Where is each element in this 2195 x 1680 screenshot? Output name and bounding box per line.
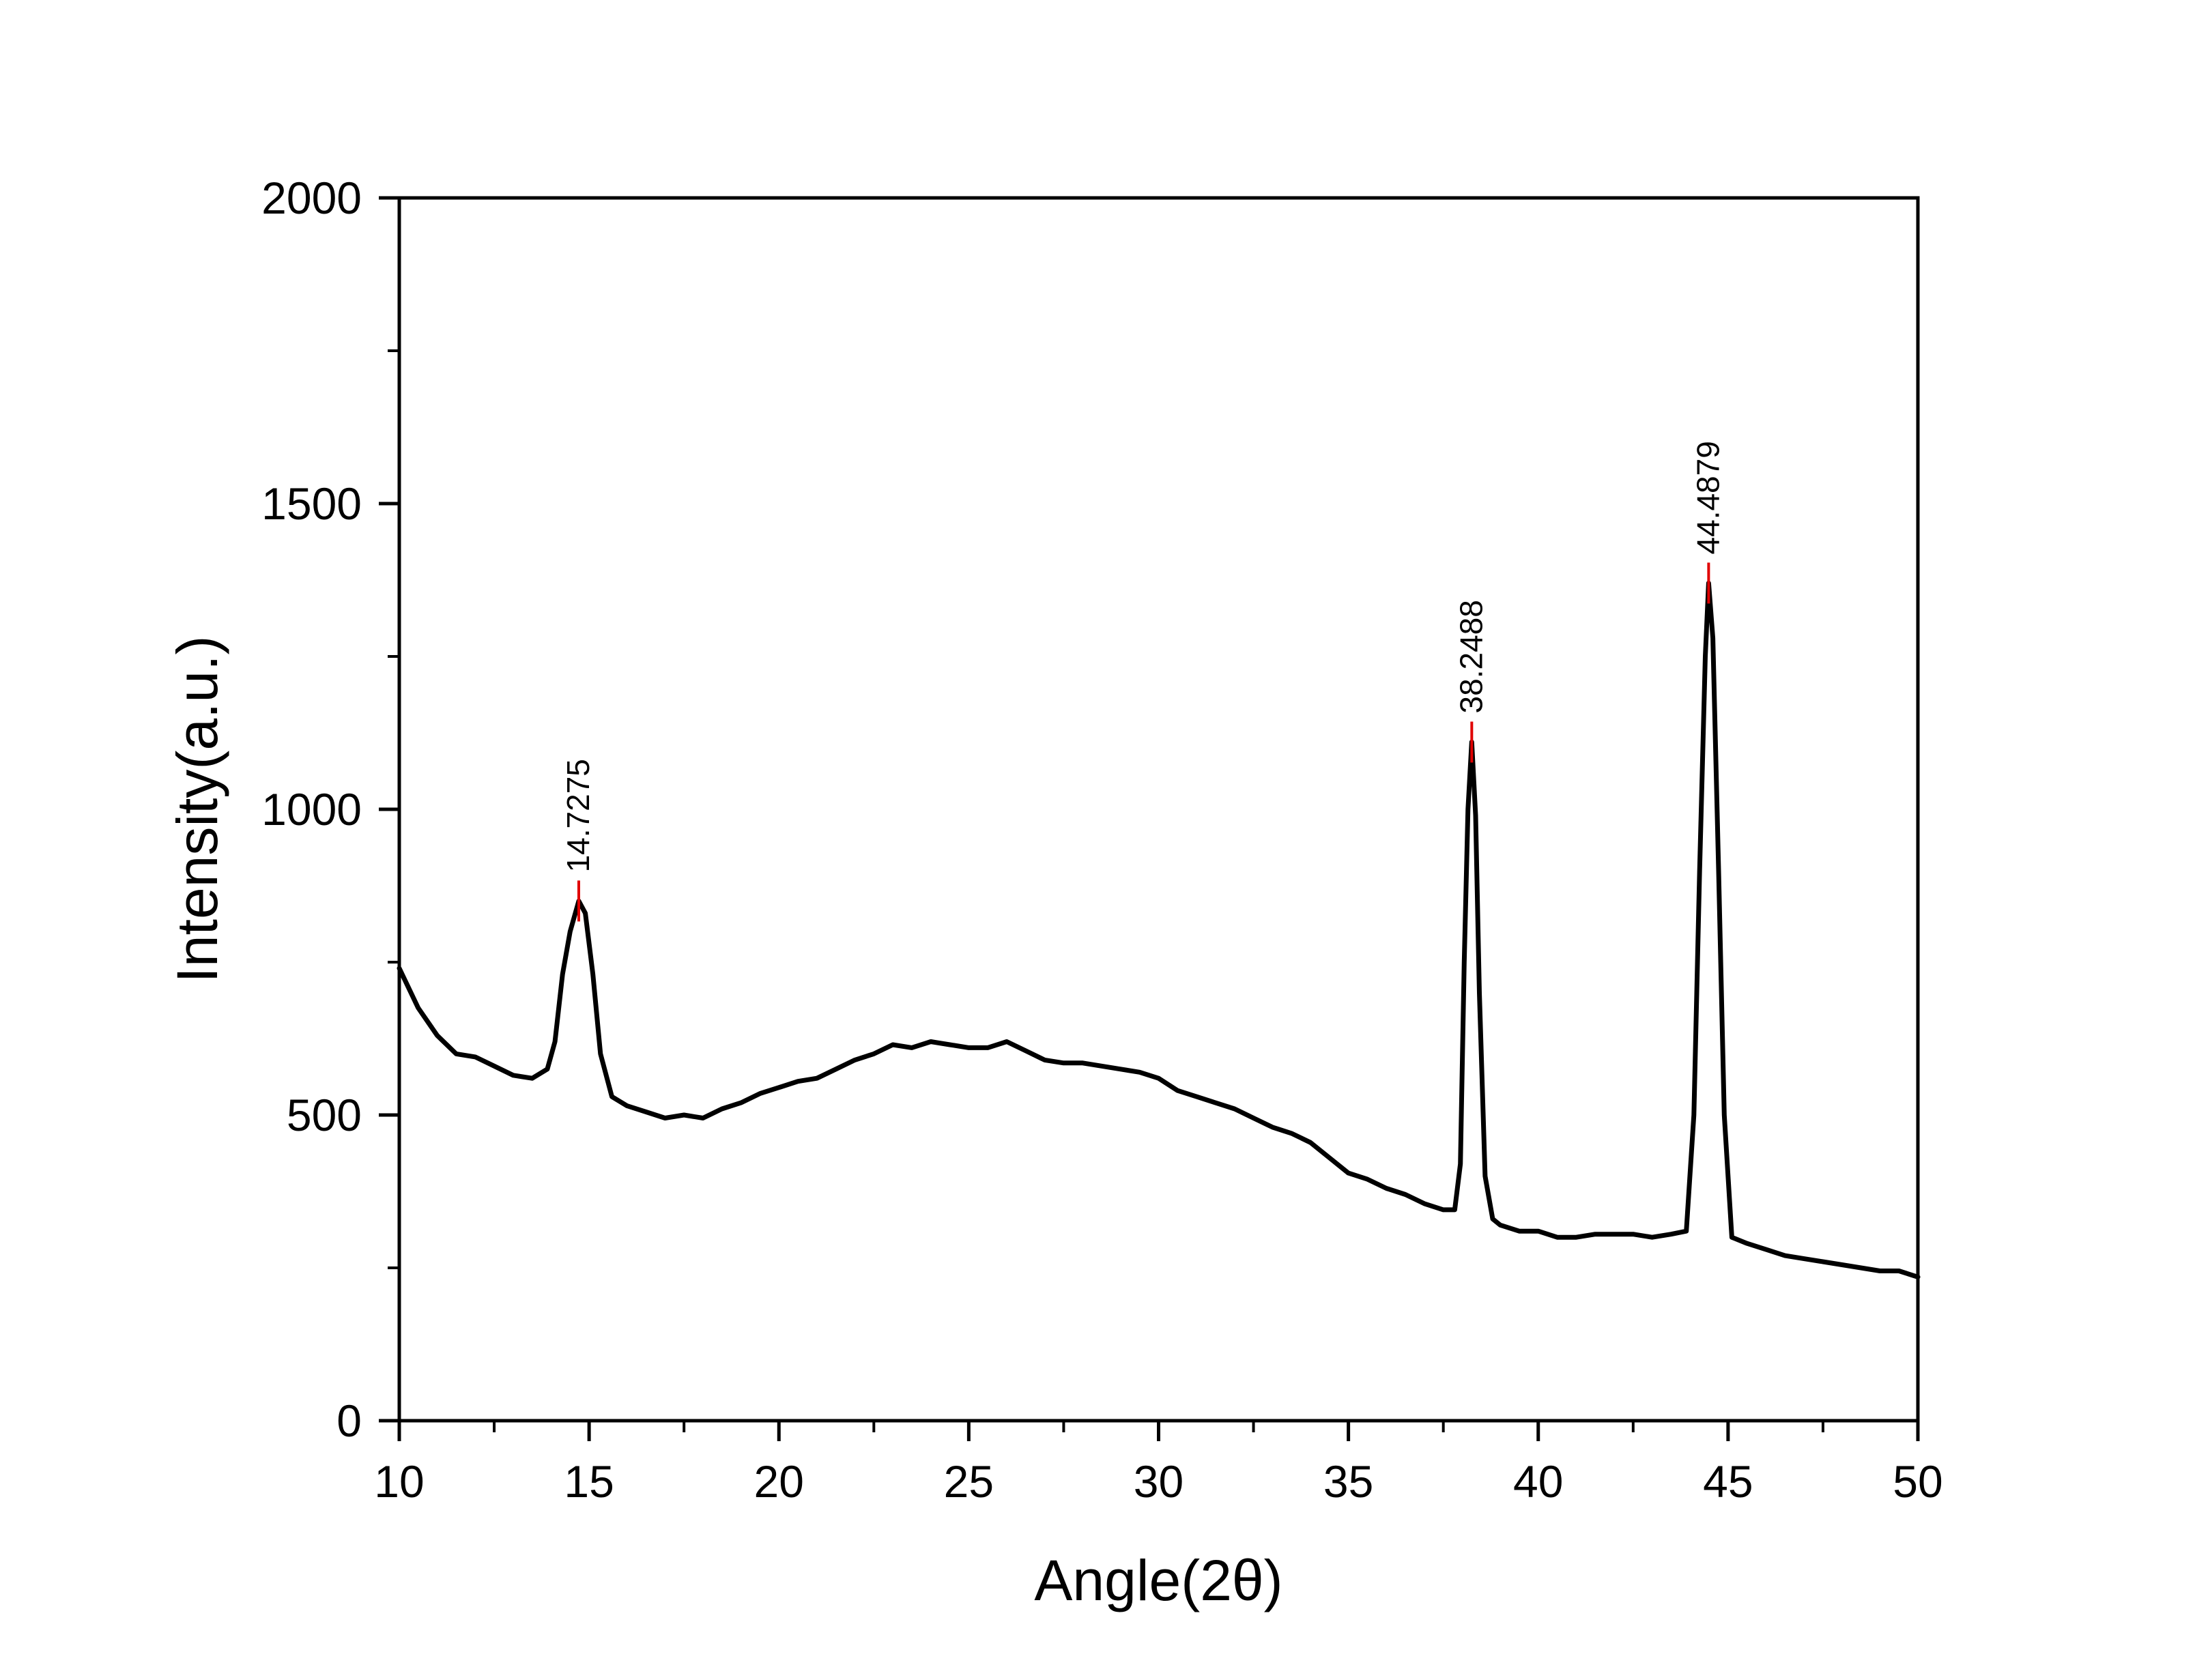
x-tick-label: 50 bbox=[1893, 1456, 1942, 1507]
y-tick-labels: 0 500 1000 1500 2000 bbox=[261, 173, 362, 1446]
peak-label: 38.2488 bbox=[1453, 600, 1489, 713]
x-tick-label: 20 bbox=[754, 1456, 804, 1507]
y-axis-title: Intensity(a.u.) bbox=[165, 636, 229, 983]
x-tick-label: 35 bbox=[1323, 1456, 1373, 1507]
x-tick-label: 15 bbox=[564, 1456, 614, 1507]
x-tick-label: 25 bbox=[944, 1456, 994, 1507]
x-tick-label: 30 bbox=[1134, 1456, 1183, 1507]
x-axis-title: Angle(2θ) bbox=[1034, 1548, 1282, 1612]
peak-annotations: 14.7275 38.2488 44.4879 bbox=[560, 441, 1725, 922]
y-tick-label: 500 bbox=[287, 1090, 362, 1140]
y-tick-label: 1500 bbox=[261, 478, 362, 529]
x-tick-label: 40 bbox=[1513, 1456, 1563, 1507]
x-tick-label: 45 bbox=[1703, 1456, 1753, 1507]
plot-frame bbox=[397, 196, 1920, 1423]
peak-label: 14.7275 bbox=[560, 759, 596, 872]
series-line bbox=[397, 581, 1921, 1279]
series-layer bbox=[397, 581, 1921, 1279]
y-tick-label: 1000 bbox=[261, 784, 362, 835]
x-tick-label: 10 bbox=[374, 1456, 424, 1507]
axis-ticks bbox=[379, 196, 1920, 1441]
peak-label: 44.4879 bbox=[1690, 441, 1725, 554]
x-tick-labels: 10 15 20 25 30 35 40 45 50 bbox=[374, 1456, 1942, 1507]
y-tick-label: 0 bbox=[336, 1395, 362, 1446]
y-tick-label: 2000 bbox=[261, 173, 362, 223]
